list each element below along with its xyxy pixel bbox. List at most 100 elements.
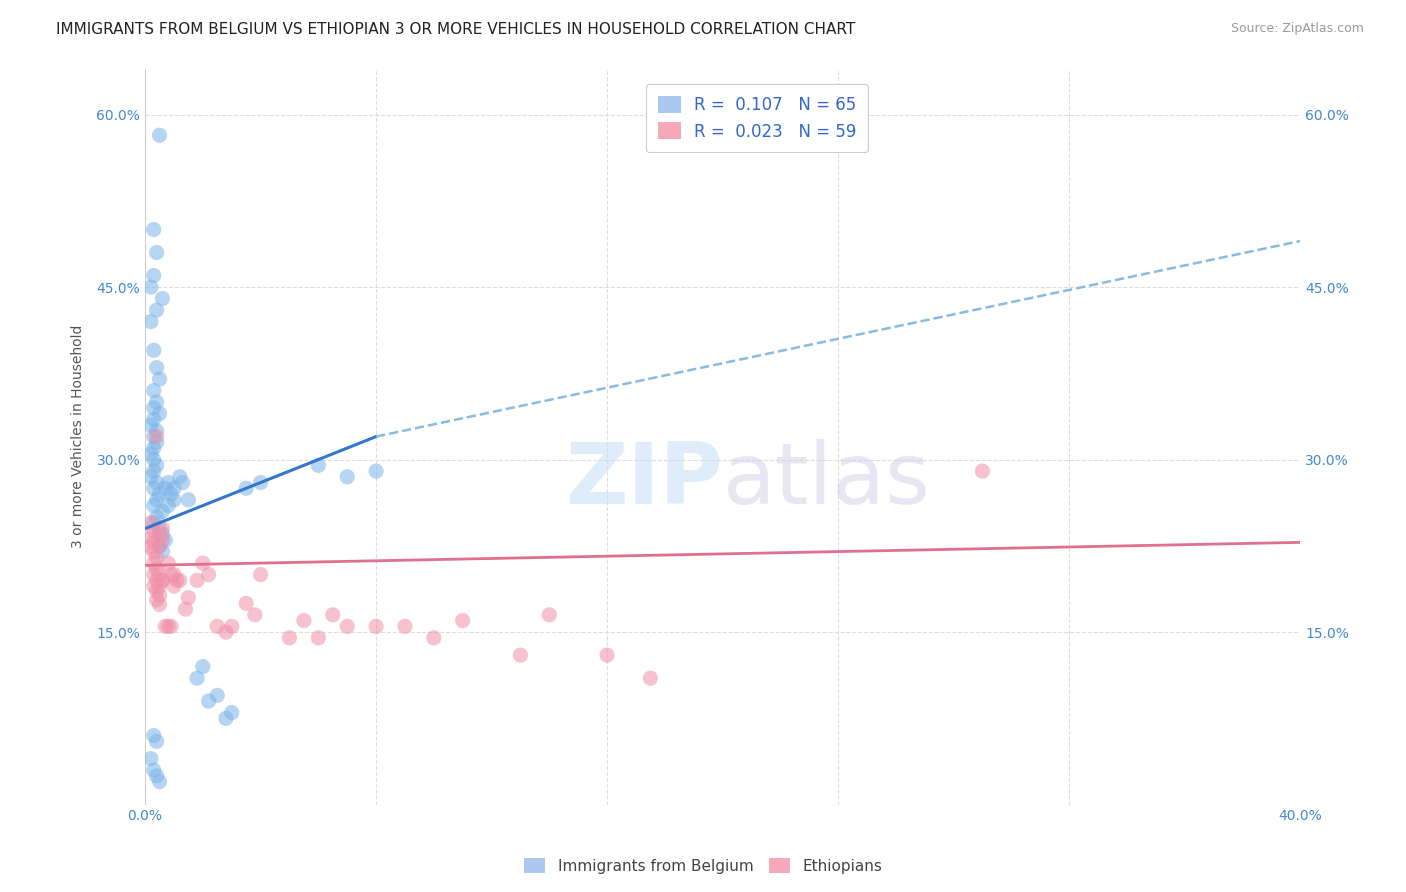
Point [152,574,174,588]
Point [145,303,167,318]
Point [139,447,162,461]
Point [235,596,257,610]
Point [145,435,167,450]
Point [142,222,165,236]
Point [278,631,301,645]
Point [215,625,238,640]
Point [364,464,387,478]
Point [145,429,167,443]
Point [142,516,165,530]
Point [145,492,167,507]
Point [322,607,344,622]
Point [152,533,174,547]
Point [142,499,165,513]
Point [145,593,167,607]
Point [207,689,229,703]
Point [157,475,180,490]
Point [152,574,174,588]
Point [142,524,165,538]
Point [972,464,994,478]
Point [139,540,162,554]
Point [197,694,219,708]
Point [157,619,180,633]
Point [235,481,257,495]
Point [155,533,177,547]
Point [152,504,174,518]
Point [142,384,165,398]
Point [394,619,416,633]
Point [509,648,531,662]
Point [157,499,180,513]
Point [145,510,167,524]
Point [423,631,446,645]
Point [142,412,165,426]
Point [336,619,359,633]
Point [145,360,167,375]
Point [157,556,180,570]
Point [148,407,170,421]
Point [142,729,165,743]
Point [152,292,174,306]
Point [142,567,165,582]
Point [451,614,474,628]
Point [292,614,315,628]
Point [191,659,214,673]
Point [145,550,167,565]
Point [307,631,329,645]
Point [145,245,167,260]
Point [163,579,186,593]
Point [169,470,191,484]
Point [186,671,208,685]
Point [191,556,214,570]
Point [174,602,197,616]
Point [145,424,167,438]
Point [139,418,162,433]
Point [142,544,165,558]
Point [215,711,238,725]
Point [221,706,243,720]
Point [243,607,266,622]
Y-axis label: 3 or more Vehicles in Household: 3 or more Vehicles in Household [72,325,86,549]
Point [166,574,188,588]
Point [145,574,167,588]
Point [142,343,165,358]
Point [155,481,177,495]
Point [142,556,165,570]
Point [186,574,208,588]
Text: ZIP: ZIP [565,439,723,522]
Point [142,268,165,283]
Point [148,487,170,501]
Point [139,751,162,765]
Point [152,544,174,558]
Point [152,527,174,541]
Point [139,516,162,530]
Point [139,531,162,545]
Point [142,401,165,415]
Point [148,579,170,593]
Point [145,734,167,748]
Point [160,567,183,582]
Legend: R =  0.107   N = 65, R =  0.023   N = 59: R = 0.107 N = 65, R = 0.023 N = 59 [645,84,869,153]
Point [177,591,200,605]
Point [163,481,186,495]
Point [145,562,167,576]
Text: atlas: atlas [723,439,931,522]
Point [142,429,165,443]
Point [148,567,170,582]
Point [169,574,191,588]
Point [139,280,162,294]
Point [364,619,387,633]
Point [596,648,619,662]
Point [207,619,229,633]
Point [145,458,167,473]
Point [177,492,200,507]
Point [142,464,165,478]
Point [142,535,165,549]
Point [148,372,170,386]
Point [145,475,167,490]
Point [148,522,170,536]
Point [145,583,167,598]
Point [148,539,170,553]
Point [249,475,271,490]
Text: Source: ZipAtlas.com: Source: ZipAtlas.com [1230,22,1364,36]
